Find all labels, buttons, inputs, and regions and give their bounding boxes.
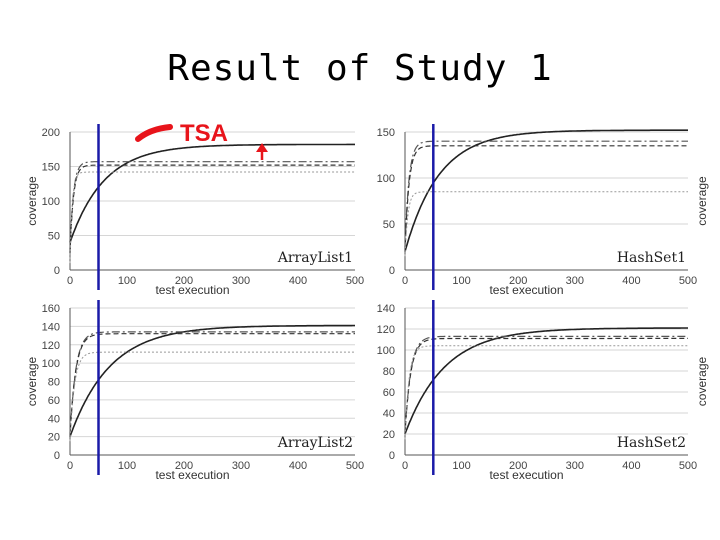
y-tick-label: 80 — [383, 366, 395, 378]
annotation-text: TSA — [180, 120, 228, 147]
chart-name-label: ArrayList2 — [277, 435, 353, 451]
y-tick-label: 140 — [377, 303, 395, 315]
series-line-solid — [69, 143, 355, 243]
x-tick-label: 100 — [452, 460, 470, 472]
y-tick-label: 20 — [48, 432, 60, 444]
series-line-solid — [404, 129, 688, 252]
y-tick-label: 160 — [42, 303, 60, 315]
series-line-dashed — [404, 145, 688, 252]
x-tick-label: 100 — [118, 275, 136, 287]
x-tick-label: 0 — [67, 460, 73, 472]
y-tick-label: 150 — [42, 162, 60, 174]
series-line-dashdot — [404, 140, 688, 248]
x-axis-title: test execution — [155, 468, 229, 482]
x-tick-label: 100 — [452, 275, 470, 287]
series-line-dashed — [69, 333, 355, 437]
annotation-stroke — [135, 124, 173, 142]
series-line-dotted — [69, 171, 355, 264]
x-tick-label: 0 — [402, 460, 408, 472]
y-tick-label: 140 — [42, 321, 60, 333]
series-line-solid — [69, 324, 355, 437]
y-tick-label: 80 — [48, 377, 60, 389]
x-tick-label: 200 — [509, 460, 527, 472]
chart-panel-1: 0 50 100 150 200 0 100 200 300 400 500 test executi… — [25, 124, 364, 297]
series-line-dashdot — [69, 331, 355, 437]
x-tick-label: 0 — [402, 275, 408, 287]
series-line-dashed — [69, 164, 355, 253]
y-tick-label: 20 — [383, 429, 395, 441]
y-tick-label: 50 — [48, 231, 60, 243]
y-tick-label: 0 — [389, 265, 395, 277]
x-tick-label: 200 — [175, 275, 193, 287]
x-tick-label: 500 — [679, 460, 697, 472]
x-tick-label: 0 — [67, 275, 73, 287]
y-tick-label: 0 — [54, 450, 60, 462]
x-tick-label: 500 — [346, 275, 364, 287]
x-tick-label: 300 — [232, 275, 250, 287]
chart-panel-2: 0 50 100 150 0 100 200 300 400 500 test execution c… — [377, 124, 709, 297]
y-tick-label: 40 — [383, 408, 395, 420]
x-tick-label: 400 — [289, 275, 307, 287]
series-line-dotted — [404, 191, 688, 257]
y-axis-title: coverage — [695, 356, 709, 406]
y-tick-label: 60 — [48, 395, 60, 407]
y-tick-label: 40 — [48, 413, 60, 425]
x-tick-label: 400 — [622, 275, 640, 287]
chart-panel-3: 0 20 40 60 80 100 120 140 160 0 100 200 300 400 500 tes… — [25, 300, 364, 482]
y-tick-label: 100 — [377, 345, 395, 357]
x-axis-title: test execution — [155, 283, 229, 297]
series-line-dotted — [404, 345, 688, 440]
chart-name-label: HashSet2 — [617, 435, 686, 451]
chart-name-label: HashSet1 — [617, 250, 686, 266]
y-tick-label: 60 — [383, 387, 395, 399]
y-tick-label: 100 — [377, 173, 395, 185]
x-tick-label: 200 — [509, 275, 527, 287]
x-tick-label: 500 — [346, 460, 364, 472]
slide-title: Result of Study 1 — [167, 48, 553, 89]
series-line-solid — [404, 327, 688, 435]
y-tick-label: 0 — [389, 450, 395, 462]
x-tick-label: 300 — [232, 460, 250, 472]
x-tick-label: 500 — [679, 275, 697, 287]
series-line-dashed — [404, 337, 688, 435]
x-axis-title: test execution — [489, 468, 563, 482]
series-line-dashdot — [404, 335, 688, 435]
x-tick-label: 200 — [175, 460, 193, 472]
y-tick-label: 120 — [377, 324, 395, 336]
annotation-arrow-head — [256, 143, 268, 152]
chart-panel-4: 0 20 40 60 80 100 120 140 0 100 200 300 400 500 test e… — [377, 300, 709, 482]
y-tick-label: 100 — [42, 196, 60, 208]
chart-name-label: ArrayList1 — [277, 250, 353, 266]
y-tick-label: 50 — [383, 219, 395, 231]
y-axis-title: coverage — [695, 176, 709, 226]
x-axis-title: test execution — [489, 283, 563, 297]
x-tick-label: 100 — [118, 460, 136, 472]
y-tick-label: 120 — [42, 340, 60, 352]
tsa-annotation: TSA — [135, 120, 268, 160]
y-tick-label: 200 — [42, 127, 60, 139]
y-tick-label: 150 — [377, 127, 395, 139]
x-tick-label: 300 — [566, 460, 584, 472]
x-tick-label: 400 — [622, 460, 640, 472]
y-axis-title: coverage — [25, 356, 39, 406]
series-line-dashdot — [69, 161, 355, 250]
series-line-dotted — [69, 351, 355, 442]
x-tick-label: 400 — [289, 460, 307, 472]
y-axis-title: coverage — [25, 176, 39, 226]
x-tick-label: 300 — [566, 275, 584, 287]
y-tick-label: 0 — [54, 265, 60, 277]
y-tick-label: 100 — [42, 358, 60, 370]
